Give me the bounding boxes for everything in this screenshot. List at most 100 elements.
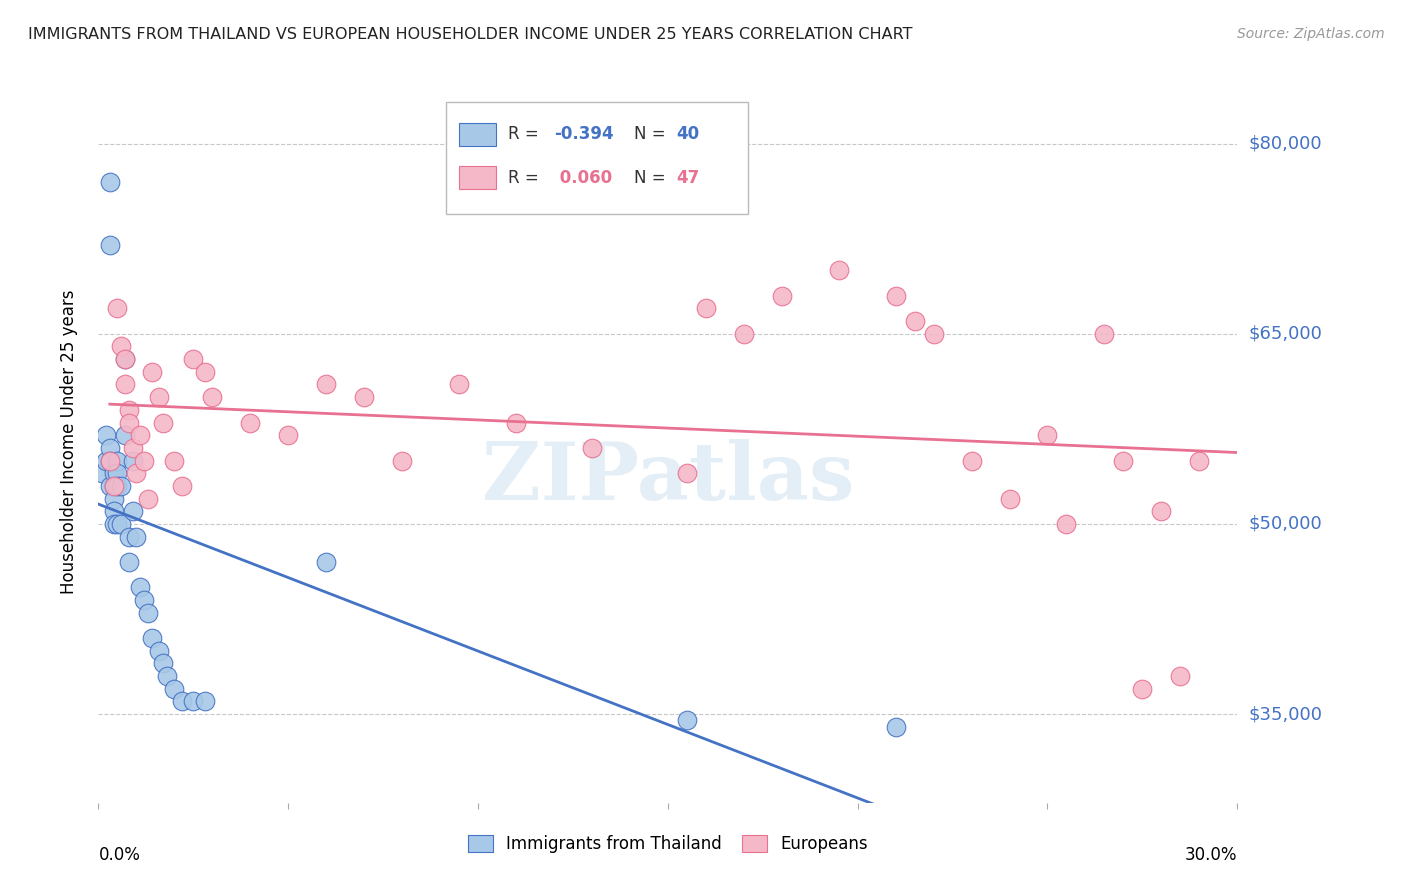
Point [1112, 453, 1135, 467]
Point [107, 453, 129, 467]
Point [581, 441, 603, 455]
Text: $50,000: $50,000 [1249, 515, 1322, 533]
Point [98, 453, 121, 467]
Legend: Immigrants from Thailand, Europeans: Immigrants from Thailand, Europeans [461, 828, 875, 860]
Point [194, 694, 217, 708]
Point [121, 453, 143, 467]
Point [156, 669, 179, 683]
Point [449, 377, 471, 392]
Point [110, 339, 132, 353]
Point [676, 467, 699, 481]
Point [163, 681, 186, 696]
Point [94, 453, 117, 467]
Point [1132, 681, 1154, 696]
Point [107, 479, 129, 493]
Point [125, 530, 148, 544]
Point [132, 453, 155, 467]
Point [103, 467, 125, 481]
Point [98, 175, 121, 189]
Text: R =: R = [509, 126, 544, 144]
Point [884, 720, 907, 734]
Point [183, 352, 205, 367]
Point [114, 352, 136, 367]
Point [118, 416, 141, 430]
Point [998, 491, 1021, 506]
FancyBboxPatch shape [460, 123, 496, 146]
Point [152, 416, 174, 430]
Point [98, 441, 121, 455]
FancyBboxPatch shape [446, 102, 748, 214]
Text: ZIPatlas: ZIPatlas [482, 439, 853, 516]
Point [114, 428, 136, 442]
Point [391, 453, 413, 467]
Text: $65,000: $65,000 [1249, 325, 1322, 343]
Point [132, 593, 155, 607]
Text: Source: ZipAtlas.com: Source: ZipAtlas.com [1237, 27, 1385, 41]
Point [277, 428, 299, 442]
Text: 0.0%: 0.0% [98, 847, 141, 864]
FancyBboxPatch shape [460, 166, 496, 189]
Text: R =: R = [509, 169, 544, 186]
Text: 0.060: 0.060 [554, 169, 612, 186]
Point [114, 377, 136, 392]
Text: 40: 40 [676, 126, 699, 144]
Point [148, 643, 170, 657]
Point [125, 467, 148, 481]
Point [107, 301, 129, 316]
Text: -0.394: -0.394 [554, 126, 613, 144]
Point [103, 504, 125, 518]
Point [110, 516, 132, 531]
Point [904, 314, 927, 328]
Point [136, 491, 159, 506]
Point [129, 580, 152, 594]
Point [884, 289, 907, 303]
Point [1170, 669, 1192, 683]
Point [136, 606, 159, 620]
Point [194, 365, 217, 379]
Point [315, 377, 337, 392]
Point [828, 263, 851, 277]
Text: IMMIGRANTS FROM THAILAND VS EUROPEAN HOUSEHOLDER INCOME UNDER 25 YEARS CORRELATI: IMMIGRANTS FROM THAILAND VS EUROPEAN HOU… [28, 27, 912, 42]
Point [121, 441, 143, 455]
Point [107, 467, 129, 481]
Text: 47: 47 [676, 169, 699, 186]
Point [1188, 453, 1211, 467]
Point [505, 416, 527, 430]
Text: N =: N = [634, 126, 671, 144]
Point [163, 453, 186, 467]
Point [98, 238, 121, 252]
Point [103, 491, 125, 506]
Point [695, 301, 717, 316]
Point [183, 694, 205, 708]
Point [1056, 516, 1078, 531]
Point [118, 530, 141, 544]
Point [960, 453, 983, 467]
Point [152, 657, 174, 671]
Point [114, 352, 136, 367]
Y-axis label: Householder Income Under 25 years: Householder Income Under 25 years [59, 289, 77, 594]
Point [1150, 504, 1173, 518]
Point [110, 479, 132, 493]
Point [353, 390, 375, 404]
Point [121, 504, 143, 518]
Text: 30.0%: 30.0% [1185, 847, 1237, 864]
Point [118, 402, 141, 417]
Point [733, 326, 755, 341]
Point [770, 289, 793, 303]
Point [103, 479, 125, 493]
Text: N =: N = [634, 169, 671, 186]
Point [239, 416, 262, 430]
Point [118, 555, 141, 569]
Point [922, 326, 945, 341]
Point [315, 555, 337, 569]
Point [91, 467, 114, 481]
Point [676, 714, 699, 728]
Point [103, 479, 125, 493]
Point [170, 694, 193, 708]
Point [1036, 428, 1059, 442]
Point [201, 390, 224, 404]
Point [148, 390, 170, 404]
Point [94, 428, 117, 442]
Point [98, 479, 121, 493]
Point [141, 365, 163, 379]
